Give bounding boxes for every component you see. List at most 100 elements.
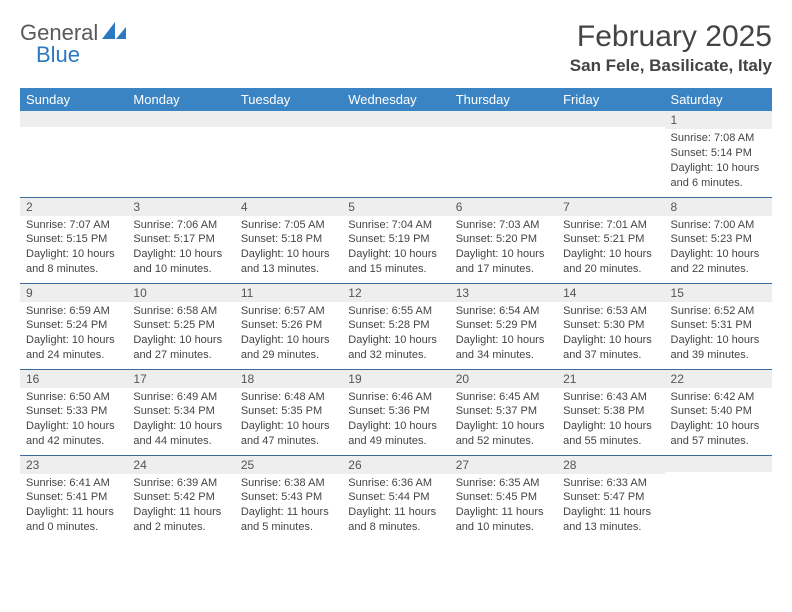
- calendar-day-cell: 2Sunrise: 7:07 AMSunset: 5:15 PMDaylight…: [20, 197, 127, 283]
- sunset-text: Sunset: 5:33 PM: [26, 404, 121, 419]
- day-details: Sunrise: 6:50 AMSunset: 5:33 PMDaylight:…: [20, 388, 127, 453]
- sunset-text: Sunset: 5:36 PM: [348, 404, 443, 419]
- day-details: Sunrise: 7:07 AMSunset: 5:15 PMDaylight:…: [20, 216, 127, 281]
- sunset-text: Sunset: 5:23 PM: [671, 232, 766, 247]
- header: General February 2025 San Fele, Basilica…: [20, 20, 772, 76]
- calendar-day-cell: 11Sunrise: 6:57 AMSunset: 5:26 PMDayligh…: [235, 283, 342, 369]
- calendar-day-cell: 12Sunrise: 6:55 AMSunset: 5:28 PMDayligh…: [342, 283, 449, 369]
- day-number: [557, 111, 664, 127]
- calendar-day-cell: 21Sunrise: 6:43 AMSunset: 5:38 PMDayligh…: [557, 369, 664, 455]
- sunset-text: Sunset: 5:44 PM: [348, 490, 443, 505]
- sunrise-text: Sunrise: 6:38 AM: [241, 476, 336, 491]
- day-number: 13: [450, 284, 557, 302]
- sunset-text: Sunset: 5:15 PM: [26, 232, 121, 247]
- title-block: February 2025 San Fele, Basilicate, Ital…: [570, 20, 772, 76]
- calendar-day-cell: [665, 455, 772, 541]
- daylight-text: Daylight: 10 hours and 22 minutes.: [671, 247, 766, 277]
- sunrise-text: Sunrise: 6:58 AM: [133, 304, 228, 319]
- calendar-day-cell: 16Sunrise: 6:50 AMSunset: 5:33 PMDayligh…: [20, 369, 127, 455]
- day-details: Sunrise: 7:00 AMSunset: 5:23 PMDaylight:…: [665, 216, 772, 281]
- sunrise-text: Sunrise: 7:00 AM: [671, 218, 766, 233]
- day-number: 20: [450, 370, 557, 388]
- day-number: 28: [557, 456, 664, 474]
- day-details: [127, 127, 234, 133]
- sunset-text: Sunset: 5:28 PM: [348, 318, 443, 333]
- sunrise-text: Sunrise: 7:05 AM: [241, 218, 336, 233]
- day-number: 12: [342, 284, 449, 302]
- calendar-day-cell: 3Sunrise: 7:06 AMSunset: 5:17 PMDaylight…: [127, 197, 234, 283]
- daylight-text: Daylight: 10 hours and 13 minutes.: [241, 247, 336, 277]
- sunset-text: Sunset: 5:37 PM: [456, 404, 551, 419]
- day-number: [235, 111, 342, 127]
- sunrise-text: Sunrise: 6:43 AM: [563, 390, 658, 405]
- sunrise-text: Sunrise: 6:36 AM: [348, 476, 443, 491]
- daylight-text: Daylight: 10 hours and 20 minutes.: [563, 247, 658, 277]
- calendar-day-cell: 17Sunrise: 6:49 AMSunset: 5:34 PMDayligh…: [127, 369, 234, 455]
- day-number: [450, 111, 557, 127]
- day-number: 24: [127, 456, 234, 474]
- calendar-day-cell: 25Sunrise: 6:38 AMSunset: 5:43 PMDayligh…: [235, 455, 342, 541]
- calendar-day-cell: [20, 111, 127, 197]
- daylight-text: Daylight: 10 hours and 42 minutes.: [26, 419, 121, 449]
- day-details: Sunrise: 6:48 AMSunset: 5:35 PMDaylight:…: [235, 388, 342, 453]
- sunrise-text: Sunrise: 6:49 AM: [133, 390, 228, 405]
- sunrise-text: Sunrise: 6:45 AM: [456, 390, 551, 405]
- sunset-text: Sunset: 5:47 PM: [563, 490, 658, 505]
- sunrise-text: Sunrise: 7:07 AM: [26, 218, 121, 233]
- calendar-week-row: 16Sunrise: 6:50 AMSunset: 5:33 PMDayligh…: [20, 369, 772, 455]
- day-number: [127, 111, 234, 127]
- calendar-day-cell: [235, 111, 342, 197]
- sunset-text: Sunset: 5:43 PM: [241, 490, 336, 505]
- day-number: [342, 111, 449, 127]
- day-number: 26: [342, 456, 449, 474]
- day-number: 11: [235, 284, 342, 302]
- sunset-text: Sunset: 5:25 PM: [133, 318, 228, 333]
- sunset-text: Sunset: 5:38 PM: [563, 404, 658, 419]
- day-details: [342, 127, 449, 133]
- day-details: [557, 127, 664, 133]
- calendar-day-cell: [342, 111, 449, 197]
- daylight-text: Daylight: 11 hours and 2 minutes.: [133, 505, 228, 535]
- sunrise-text: Sunrise: 6:53 AM: [563, 304, 658, 319]
- daylight-text: Daylight: 10 hours and 27 minutes.: [133, 333, 228, 363]
- day-number: 6: [450, 198, 557, 216]
- sunrise-text: Sunrise: 6:57 AM: [241, 304, 336, 319]
- sunset-text: Sunset: 5:31 PM: [671, 318, 766, 333]
- day-details: Sunrise: 7:01 AMSunset: 5:21 PMDaylight:…: [557, 216, 664, 281]
- sunrise-text: Sunrise: 6:52 AM: [671, 304, 766, 319]
- day-number: 19: [342, 370, 449, 388]
- day-details: Sunrise: 7:03 AMSunset: 5:20 PMDaylight:…: [450, 216, 557, 281]
- day-details: Sunrise: 7:05 AMSunset: 5:18 PMDaylight:…: [235, 216, 342, 281]
- sunrise-text: Sunrise: 6:48 AM: [241, 390, 336, 405]
- sunset-text: Sunset: 5:34 PM: [133, 404, 228, 419]
- day-details: Sunrise: 6:52 AMSunset: 5:31 PMDaylight:…: [665, 302, 772, 367]
- day-details: Sunrise: 6:41 AMSunset: 5:41 PMDaylight:…: [20, 474, 127, 539]
- day-number: 22: [665, 370, 772, 388]
- weekday-header-row: Sunday Monday Tuesday Wednesday Thursday…: [20, 88, 772, 111]
- day-details: Sunrise: 7:06 AMSunset: 5:17 PMDaylight:…: [127, 216, 234, 281]
- day-number: 14: [557, 284, 664, 302]
- day-details: Sunrise: 6:45 AMSunset: 5:37 PMDaylight:…: [450, 388, 557, 453]
- daylight-text: Daylight: 10 hours and 57 minutes.: [671, 419, 766, 449]
- calendar-day-cell: 4Sunrise: 7:05 AMSunset: 5:18 PMDaylight…: [235, 197, 342, 283]
- sunrise-text: Sunrise: 7:06 AM: [133, 218, 228, 233]
- daylight-text: Daylight: 10 hours and 49 minutes.: [348, 419, 443, 449]
- daylight-text: Daylight: 10 hours and 29 minutes.: [241, 333, 336, 363]
- day-number: 25: [235, 456, 342, 474]
- weekday-sunday: Sunday: [20, 88, 127, 111]
- day-details: [450, 127, 557, 133]
- calendar-week-row: 23Sunrise: 6:41 AMSunset: 5:41 PMDayligh…: [20, 455, 772, 541]
- sunset-text: Sunset: 5:45 PM: [456, 490, 551, 505]
- day-details: Sunrise: 6:54 AMSunset: 5:29 PMDaylight:…: [450, 302, 557, 367]
- calendar-day-cell: 1Sunrise: 7:08 AMSunset: 5:14 PMDaylight…: [665, 111, 772, 197]
- sunset-text: Sunset: 5:41 PM: [26, 490, 121, 505]
- calendar-day-cell: 7Sunrise: 7:01 AMSunset: 5:21 PMDaylight…: [557, 197, 664, 283]
- sail-icon: [102, 20, 128, 46]
- day-details: Sunrise: 6:33 AMSunset: 5:47 PMDaylight:…: [557, 474, 664, 539]
- day-number: 10: [127, 284, 234, 302]
- day-number: 5: [342, 198, 449, 216]
- daylight-text: Daylight: 11 hours and 10 minutes.: [456, 505, 551, 535]
- weekday-friday: Friday: [557, 88, 664, 111]
- calendar-day-cell: 19Sunrise: 6:46 AMSunset: 5:36 PMDayligh…: [342, 369, 449, 455]
- day-number: 9: [20, 284, 127, 302]
